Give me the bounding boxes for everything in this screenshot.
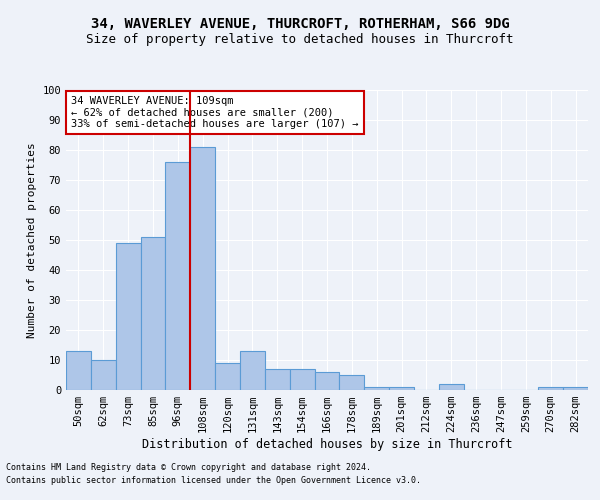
X-axis label: Distribution of detached houses by size in Thurcroft: Distribution of detached houses by size …: [142, 438, 512, 451]
Text: 34 WAVERLEY AVENUE: 109sqm
← 62% of detached houses are smaller (200)
33% of sem: 34 WAVERLEY AVENUE: 109sqm ← 62% of deta…: [71, 96, 359, 129]
Bar: [140, 237, 166, 390]
Text: Contains HM Land Registry data © Crown copyright and database right 2024.: Contains HM Land Registry data © Crown c…: [6, 464, 371, 472]
Bar: [389, 387, 414, 390]
Text: 34, WAVERLEY AVENUE, THURCROFT, ROTHERHAM, S66 9DG: 34, WAVERLEY AVENUE, THURCROFT, ROTHERHA…: [91, 18, 509, 32]
Bar: [66, 351, 91, 390]
Bar: [116, 243, 140, 390]
Bar: [340, 375, 364, 390]
Bar: [364, 387, 389, 390]
Bar: [563, 387, 588, 390]
Bar: [265, 369, 290, 390]
Bar: [290, 369, 314, 390]
Bar: [166, 162, 190, 390]
Y-axis label: Number of detached properties: Number of detached properties: [27, 142, 37, 338]
Bar: [314, 372, 340, 390]
Text: Contains public sector information licensed under the Open Government Licence v3: Contains public sector information licen…: [6, 476, 421, 485]
Bar: [439, 384, 464, 390]
Text: Size of property relative to detached houses in Thurcroft: Size of property relative to detached ho…: [86, 32, 514, 46]
Bar: [538, 387, 563, 390]
Bar: [215, 363, 240, 390]
Bar: [240, 351, 265, 390]
Bar: [190, 147, 215, 390]
Bar: [91, 360, 116, 390]
